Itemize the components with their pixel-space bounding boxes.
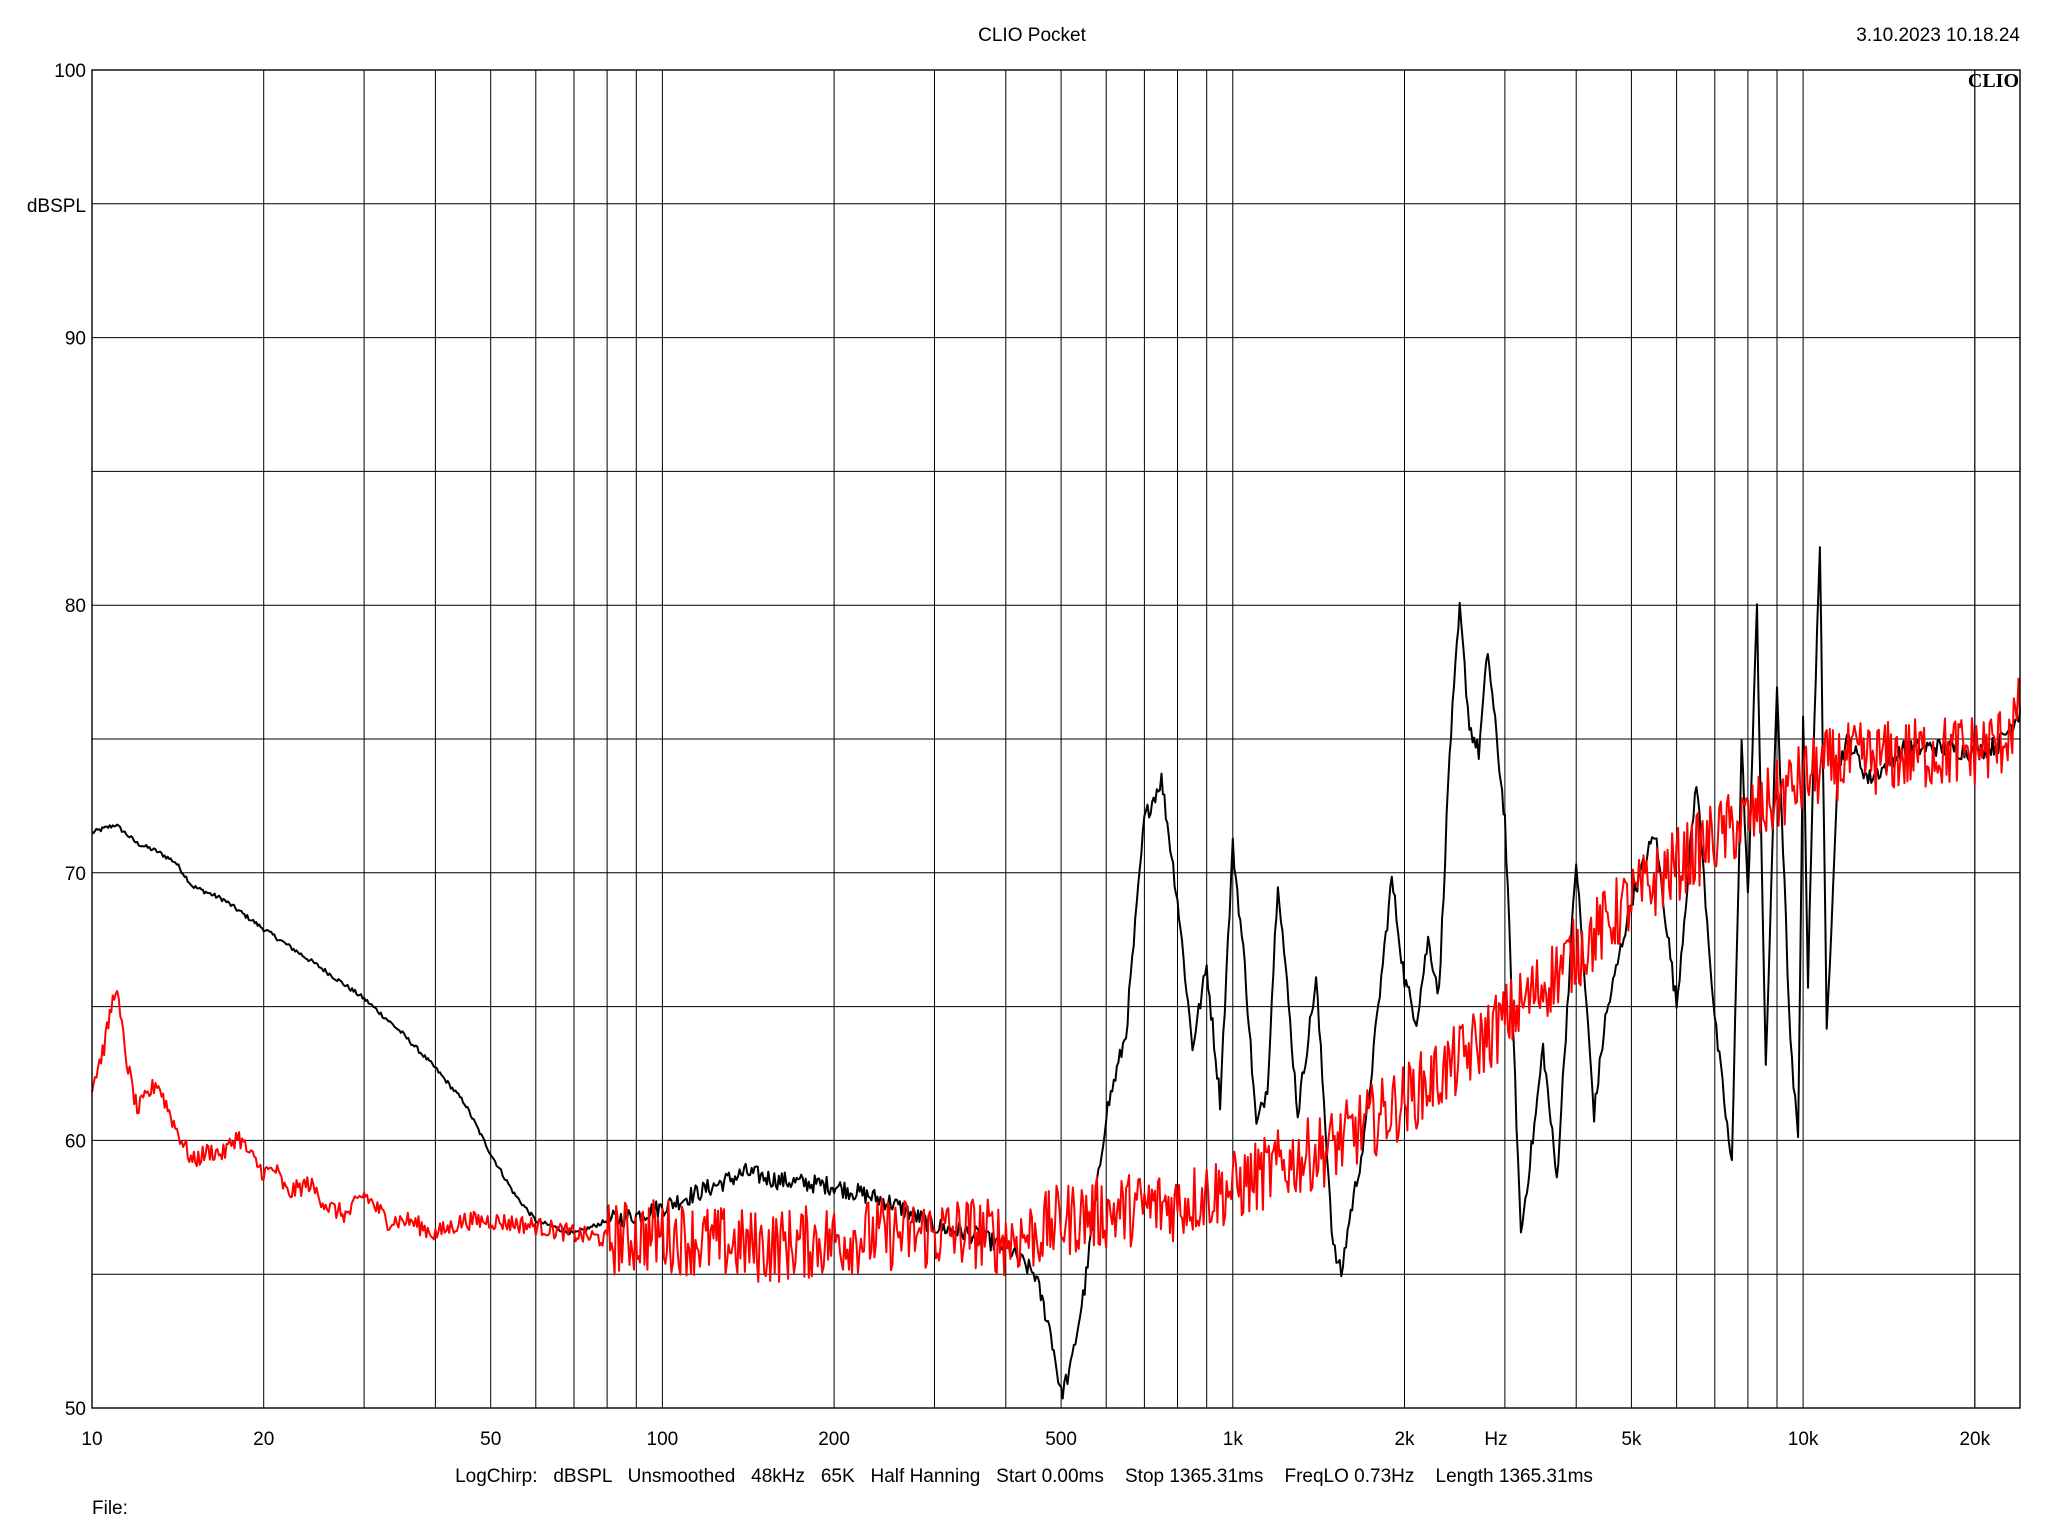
y-tick-label: 70	[65, 864, 86, 885]
series-line-2	[91, 677, 2021, 1283]
x-tick-label: 20	[253, 1429, 274, 1450]
timestamp: 3.10.2023 10.18.24	[1856, 25, 2020, 46]
y-axis-label: dBSPL	[27, 196, 86, 217]
x-tick-label: 50	[480, 1429, 501, 1450]
file-label: File:	[92, 1498, 128, 1519]
measurement-info: LogChirp: dBSPL Unsmoothed 48kHz 65K Hal…	[455, 1466, 1593, 1487]
x-tick-label: 10k	[1788, 1429, 1819, 1450]
chart-title: CLIO Pocket	[978, 25, 1086, 46]
y-tick-label: 60	[65, 1131, 86, 1152]
grid	[92, 70, 2020, 1408]
y-tick-label: 100	[54, 61, 86, 82]
x-tick-label: 2k	[1394, 1429, 1415, 1450]
tick-labels: 10 20 50 100 200 500 1k 2k 5k 10k 20k 50 60 70 80 90 100	[54, 61, 1990, 1450]
x-tick-label: 500	[1045, 1429, 1077, 1450]
series-traces	[91, 546, 2021, 1400]
y-tick-label: 50	[65, 1399, 86, 1420]
y-tick-label: 80	[65, 596, 86, 617]
x-tick-label: 20k	[1959, 1429, 1990, 1450]
x-tick-label: 100	[647, 1429, 679, 1450]
x-tick-label: 1k	[1223, 1429, 1244, 1450]
clio-logo: CLIO	[1968, 70, 2019, 92]
x-axis-unit-label: Hz	[1484, 1429, 1507, 1450]
x-tick-label: 200	[818, 1429, 850, 1450]
x-tick-label: 10	[81, 1429, 102, 1450]
y-tick-label: 90	[65, 329, 86, 350]
series-line-1	[91, 546, 2021, 1400]
x-tick-label: 5k	[1621, 1429, 1642, 1450]
plot-frame	[91, 69, 2021, 1409]
